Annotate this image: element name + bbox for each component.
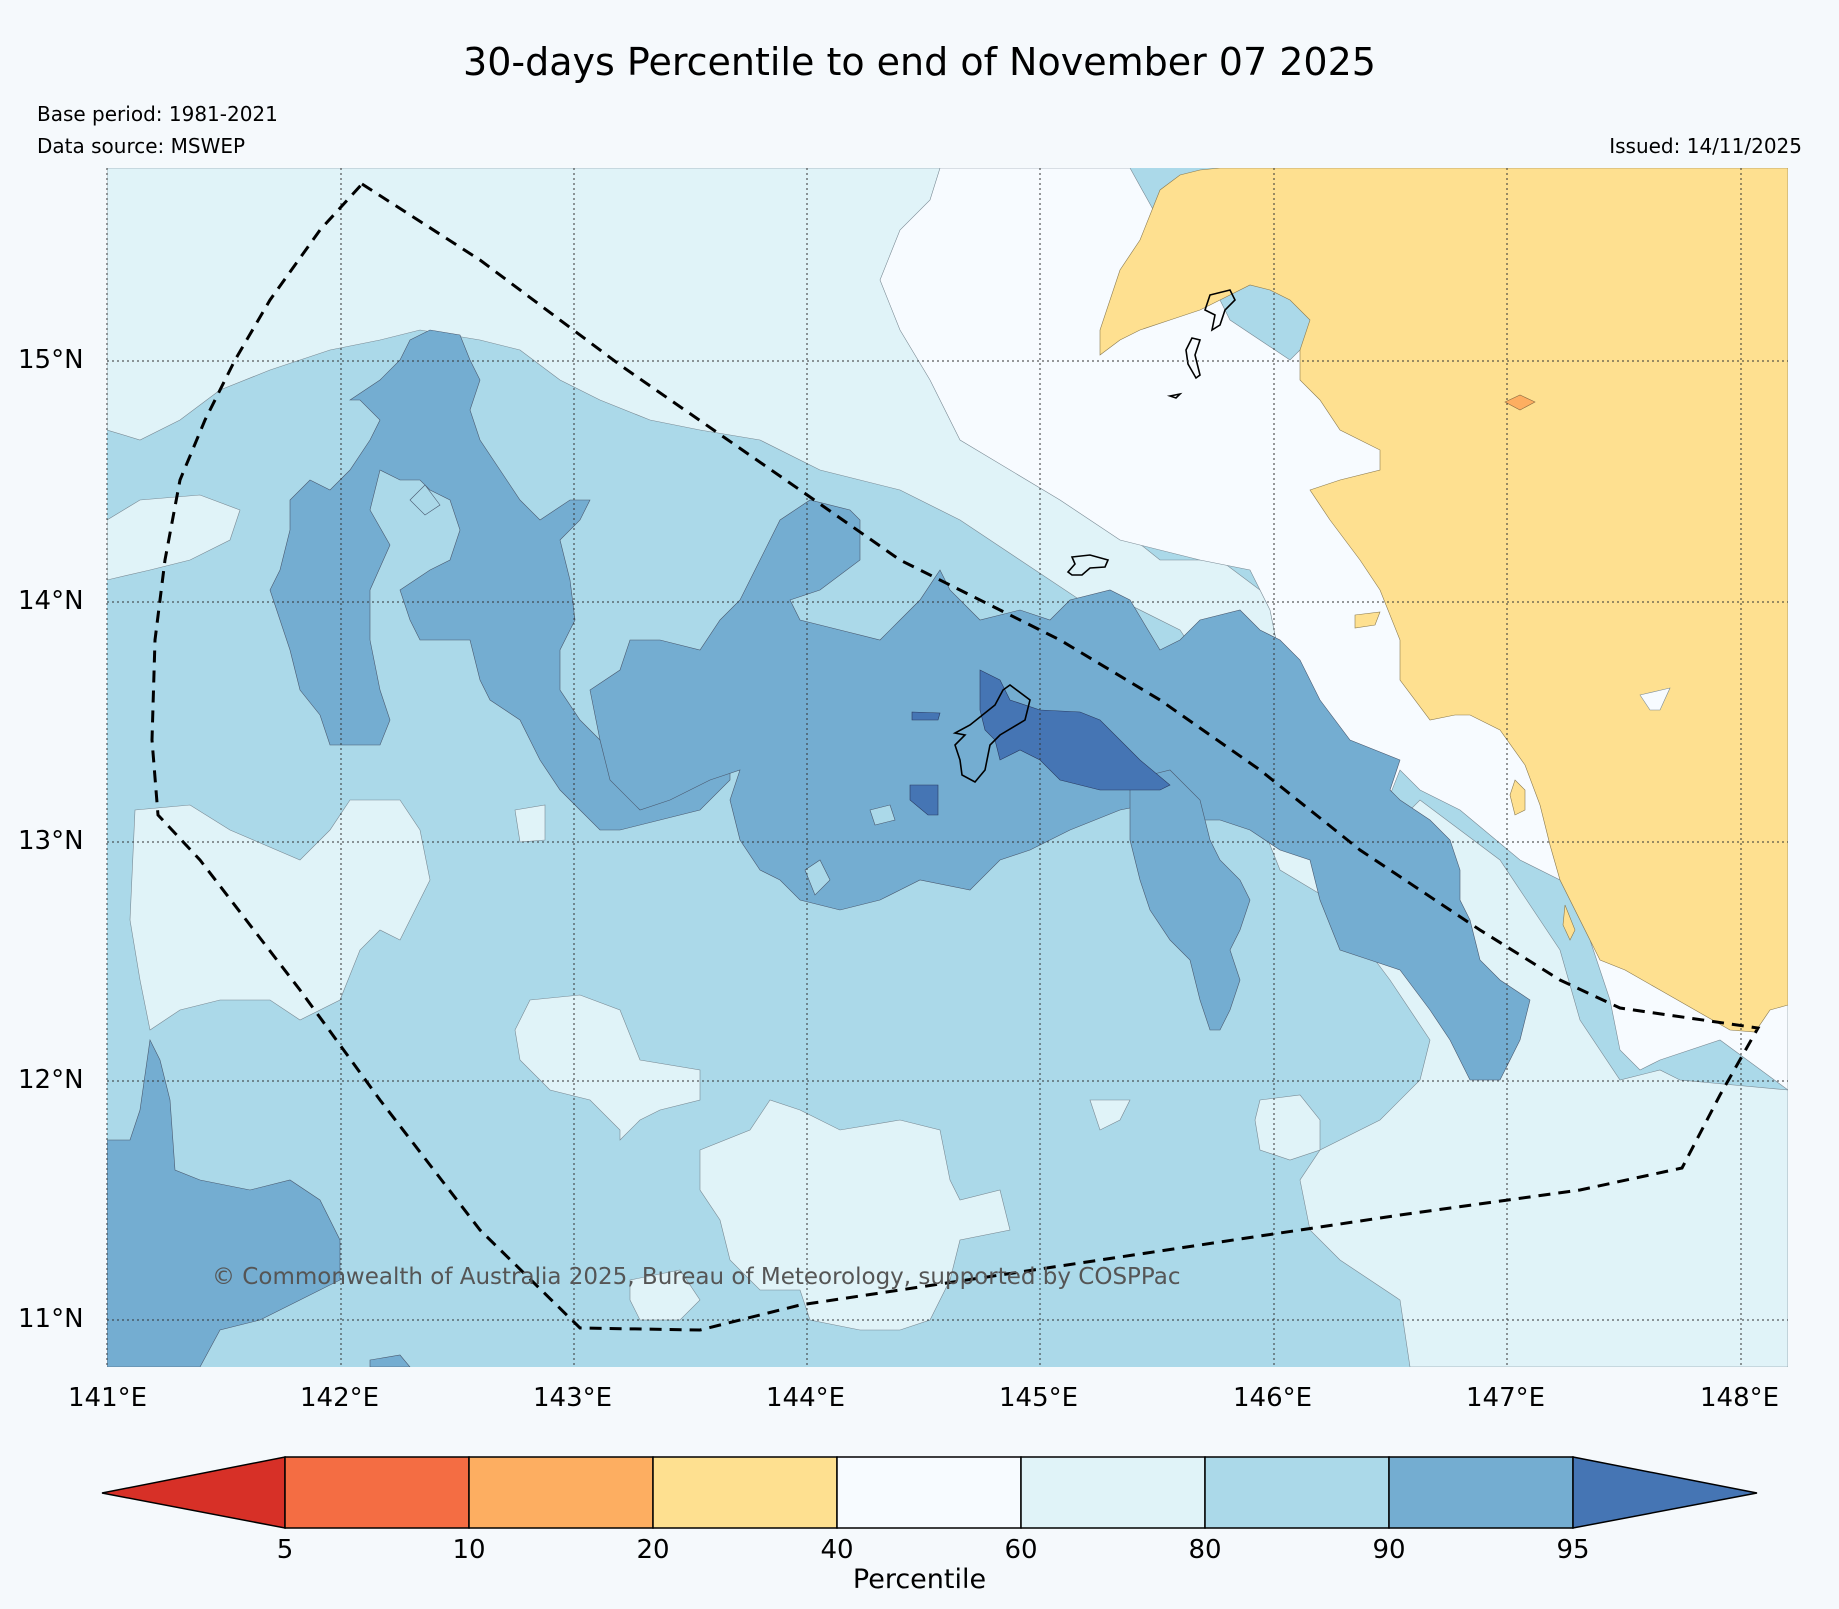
colorbar-segment-10-20: [468, 1456, 654, 1529]
region-20-40-small-2: [1562, 904, 1576, 941]
region-60-80-west: [107, 494, 241, 581]
island-rota: [1066, 554, 1110, 576]
lat-label-12n: 12°N: [18, 1065, 84, 1095]
data-source-text: Data source: MSWEP: [37, 134, 246, 158]
gridlines: [106, 168, 1788, 1367]
region-60-80-east-island: [1254, 1094, 1321, 1161]
region-80-90-hole-3: [869, 804, 896, 826]
eez-boundary: [150, 182, 1761, 1332]
lon-label-145e: 145°E: [999, 1383, 1079, 1413]
colorbar-segment-5-10: [284, 1456, 470, 1529]
region-60-80-small-2: [514, 804, 546, 843]
island-small: [1166, 392, 1183, 399]
colorbar-tick-20: 20: [636, 1535, 670, 1565]
region-20-40-small-3: [1509, 779, 1526, 816]
colorbar-tick-60: 60: [1004, 1535, 1038, 1565]
island-saipan: [1204, 289, 1236, 332]
colorbar-segment-60-80: [1020, 1456, 1206, 1529]
colorbar-label: Percentile: [852, 1564, 987, 1595]
colorbar: [101, 1456, 1758, 1529]
lat-label-11n: 11°N: [18, 1304, 84, 1334]
colorbar-tick-10: 10: [452, 1535, 486, 1565]
lon-label-141e: 141°E: [68, 1383, 148, 1413]
lon-label-146e: 146°E: [1233, 1383, 1313, 1413]
base-period-text: Base period: 1981-2021: [37, 102, 278, 126]
colorbar-segment-90-95: [1388, 1456, 1574, 1529]
map-title: 30-days Percentile to end of November 07…: [463, 40, 1376, 84]
region-20-40-east: [1099, 168, 1788, 1033]
colorbar-segment-80-90: [1204, 1456, 1390, 1529]
colorbar-tick-95: 95: [1556, 1535, 1590, 1565]
region-60-80-south-center: [699, 1099, 1011, 1331]
region-90-95-north: [269, 329, 731, 831]
colorbar-tick-40: 40: [820, 1535, 854, 1565]
island-outlines: [952, 289, 1236, 784]
region-60-80-small-1: [1089, 1099, 1131, 1131]
region-95-plus-small-1: [909, 784, 939, 816]
colorbar-tick-90: 90: [1372, 1535, 1406, 1565]
region-20-40-small-1: [1354, 611, 1381, 629]
region-40-60-hole: [1639, 687, 1671, 711]
region-90-95-southwest: [107, 1039, 341, 1367]
colorbar-tick-5: 5: [276, 1535, 294, 1565]
lat-label-14n: 14°N: [18, 586, 84, 616]
island-guam: [952, 684, 1031, 784]
colorbar-segment-40-60: [836, 1456, 1022, 1529]
region-80-90-hole-1: [409, 484, 441, 516]
region-60-80-center: [514, 994, 701, 1141]
region-90-95-east-arm: [1129, 769, 1251, 1031]
region-10-20-spot: [1504, 394, 1536, 411]
region-60-80-southwest: [129, 799, 431, 1031]
lon-label-144e: 144°E: [766, 1383, 846, 1413]
region-60-80-south-left: [629, 1269, 701, 1321]
lon-label-148e: 148°E: [1700, 1383, 1780, 1413]
island-tinian: [1185, 337, 1202, 380]
colorbar-tick-80: 80: [1188, 1535, 1222, 1565]
issued-date-text: Issued: 14/11/2025: [1609, 134, 1802, 158]
region-80-90-hole-2: [804, 859, 831, 896]
region-90-95-center: [589, 499, 1531, 1081]
region-90-95-south-left: [369, 1354, 411, 1367]
lat-label-13n: 13°N: [18, 826, 84, 856]
lat-label-15n: 15°N: [18, 345, 84, 375]
copyright-text: © Commonwealth of Australia 2025, Bureau…: [212, 1264, 1181, 1290]
colorbar-segment-above-95: [1572, 1456, 1758, 1529]
region-95-plus-small-2: [911, 711, 941, 721]
lon-label-142e: 142°E: [300, 1383, 380, 1413]
lon-label-147e: 147°E: [1466, 1383, 1546, 1413]
colorbar-segment-below-5: [101, 1456, 286, 1529]
lon-label-143e: 143°E: [533, 1383, 613, 1413]
colorbar-segment-20-40: [652, 1456, 838, 1529]
